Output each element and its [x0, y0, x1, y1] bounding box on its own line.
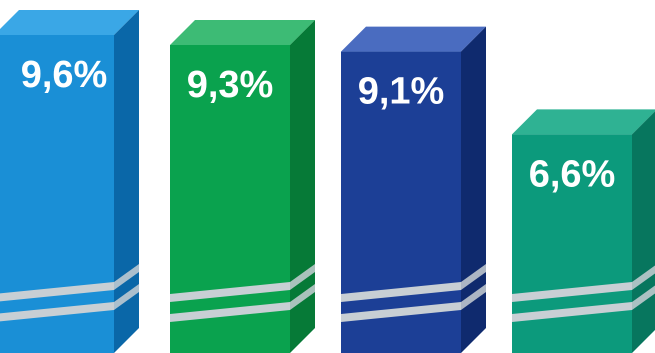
bar-stripe-front-3-1 [341, 282, 461, 302]
bar-stripe-front-4-1 [512, 282, 632, 302]
bar-front-2 [170, 44, 290, 353]
bar-front-3 [341, 51, 461, 353]
bar-top-3 [341, 26, 486, 52]
bar-top-4 [512, 109, 655, 135]
bar-stripe-side-3-2 [461, 284, 486, 310]
bar-stripe-side-4-2 [632, 285, 655, 310]
bar-stripe-side-1-1 [114, 264, 139, 290]
bar-4: 6,6% [512, 109, 655, 353]
bar-front-1 [0, 35, 114, 353]
bar-stripe-side-4-1 [632, 265, 655, 290]
bar-stripe-front-1-2 [0, 302, 114, 322]
bar-side-4 [632, 111, 655, 353]
bar-stripe-side-2-2 [290, 284, 315, 310]
bar-3: 9,1% [341, 26, 486, 353]
data-label-2: 9,3% [187, 64, 274, 106]
bar-stripe-front-2-2 [170, 302, 290, 322]
bar-top-2 [170, 19, 315, 45]
bar-stripe-side-2-1 [290, 264, 315, 290]
data-label-3: 9,1% [358, 71, 445, 113]
bar-stripe-side-1-2 [114, 284, 139, 310]
bar-top-1 [0, 10, 139, 35]
data-label-1: 9,6% [21, 54, 108, 96]
data-label-4: 6,6% [529, 153, 616, 195]
bar-1: 9,6% [0, 10, 139, 353]
bars-group: 9,6% 9,3% 9,1% 6,6% [0, 10, 655, 353]
bar-stripe-front-4-2 [512, 302, 632, 322]
bar-stripe-front-1-1 [0, 282, 114, 302]
bar-side-1 [114, 10, 139, 353]
bar-2: 9,3% [170, 19, 315, 353]
bar-stripe-front-2-1 [170, 282, 290, 302]
bar-stripe-front-3-2 [341, 302, 461, 322]
bar-stripe-side-3-1 [461, 264, 486, 290]
